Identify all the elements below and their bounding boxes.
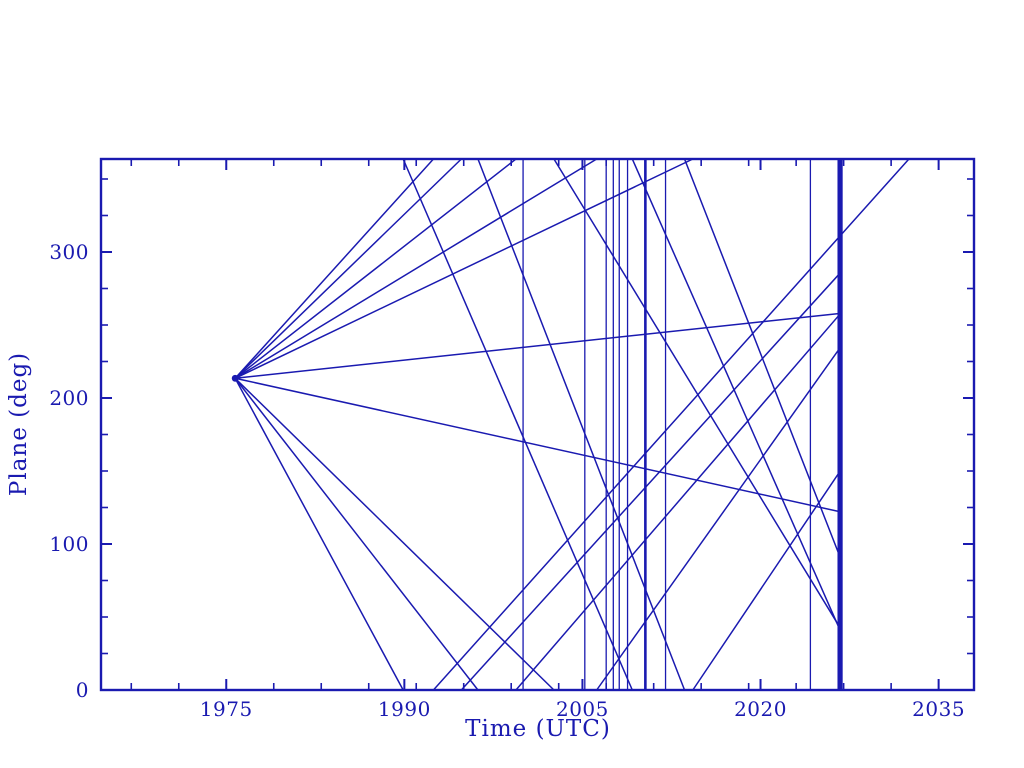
x-tick-label: 1990 bbox=[378, 697, 431, 721]
track-5-seg-0 bbox=[234, 158, 694, 379]
track-8-seg-0 bbox=[234, 377, 555, 691]
track-3-seg-1 bbox=[515, 312, 842, 691]
x-tick-label: 2005 bbox=[556, 697, 609, 721]
track-10-seg-1 bbox=[402, 158, 633, 691]
x-tick-labels: 1975 1990 2005 2020 2035 bbox=[200, 697, 965, 721]
track-4-seg-1 bbox=[596, 346, 842, 691]
track-10-seg-0 bbox=[234, 377, 404, 691]
launch-epoch-marker bbox=[231, 374, 239, 382]
track-7-seg-0 bbox=[234, 377, 841, 513]
track-1-seg-0 bbox=[234, 158, 434, 379]
track-9-seg-2 bbox=[683, 158, 842, 559]
frame-rect bbox=[99, 157, 976, 692]
track-9-seg-0 bbox=[234, 377, 479, 691]
track-4-seg-0 bbox=[234, 158, 598, 379]
x-tick-label: 2020 bbox=[734, 697, 787, 721]
data-series-lines bbox=[234, 158, 910, 691]
track-3-seg-0 bbox=[234, 158, 517, 379]
y-tick-labels: 0 100 200 300 bbox=[49, 240, 89, 702]
track-6-seg-0 bbox=[235, 312, 841, 380]
axis-ticks bbox=[101, 159, 974, 691]
y-axis-title: Plane (deg) bbox=[6, 352, 32, 496]
track-8-seg-1 bbox=[553, 158, 842, 630]
origin-marker bbox=[231, 374, 239, 382]
track-2-seg-0 bbox=[234, 158, 462, 379]
track-1-seg-1 bbox=[432, 158, 910, 691]
x-axis-title: Time (UTC) bbox=[465, 716, 611, 742]
y-tick-label: 200 bbox=[49, 386, 89, 410]
track-9-seg-1 bbox=[477, 158, 686, 691]
track-10-seg-2 bbox=[631, 158, 842, 632]
y-tick-label: 0 bbox=[76, 678, 89, 702]
vertical-event-lines bbox=[522, 159, 843, 690]
x-tick-label: 2035 bbox=[912, 697, 965, 721]
y-tick-label: 300 bbox=[49, 240, 89, 264]
track-2-seg-1 bbox=[460, 271, 842, 691]
y-tick-label: 100 bbox=[49, 532, 89, 556]
plot-frame bbox=[99, 157, 976, 692]
x-tick-label: 1975 bbox=[200, 697, 253, 721]
